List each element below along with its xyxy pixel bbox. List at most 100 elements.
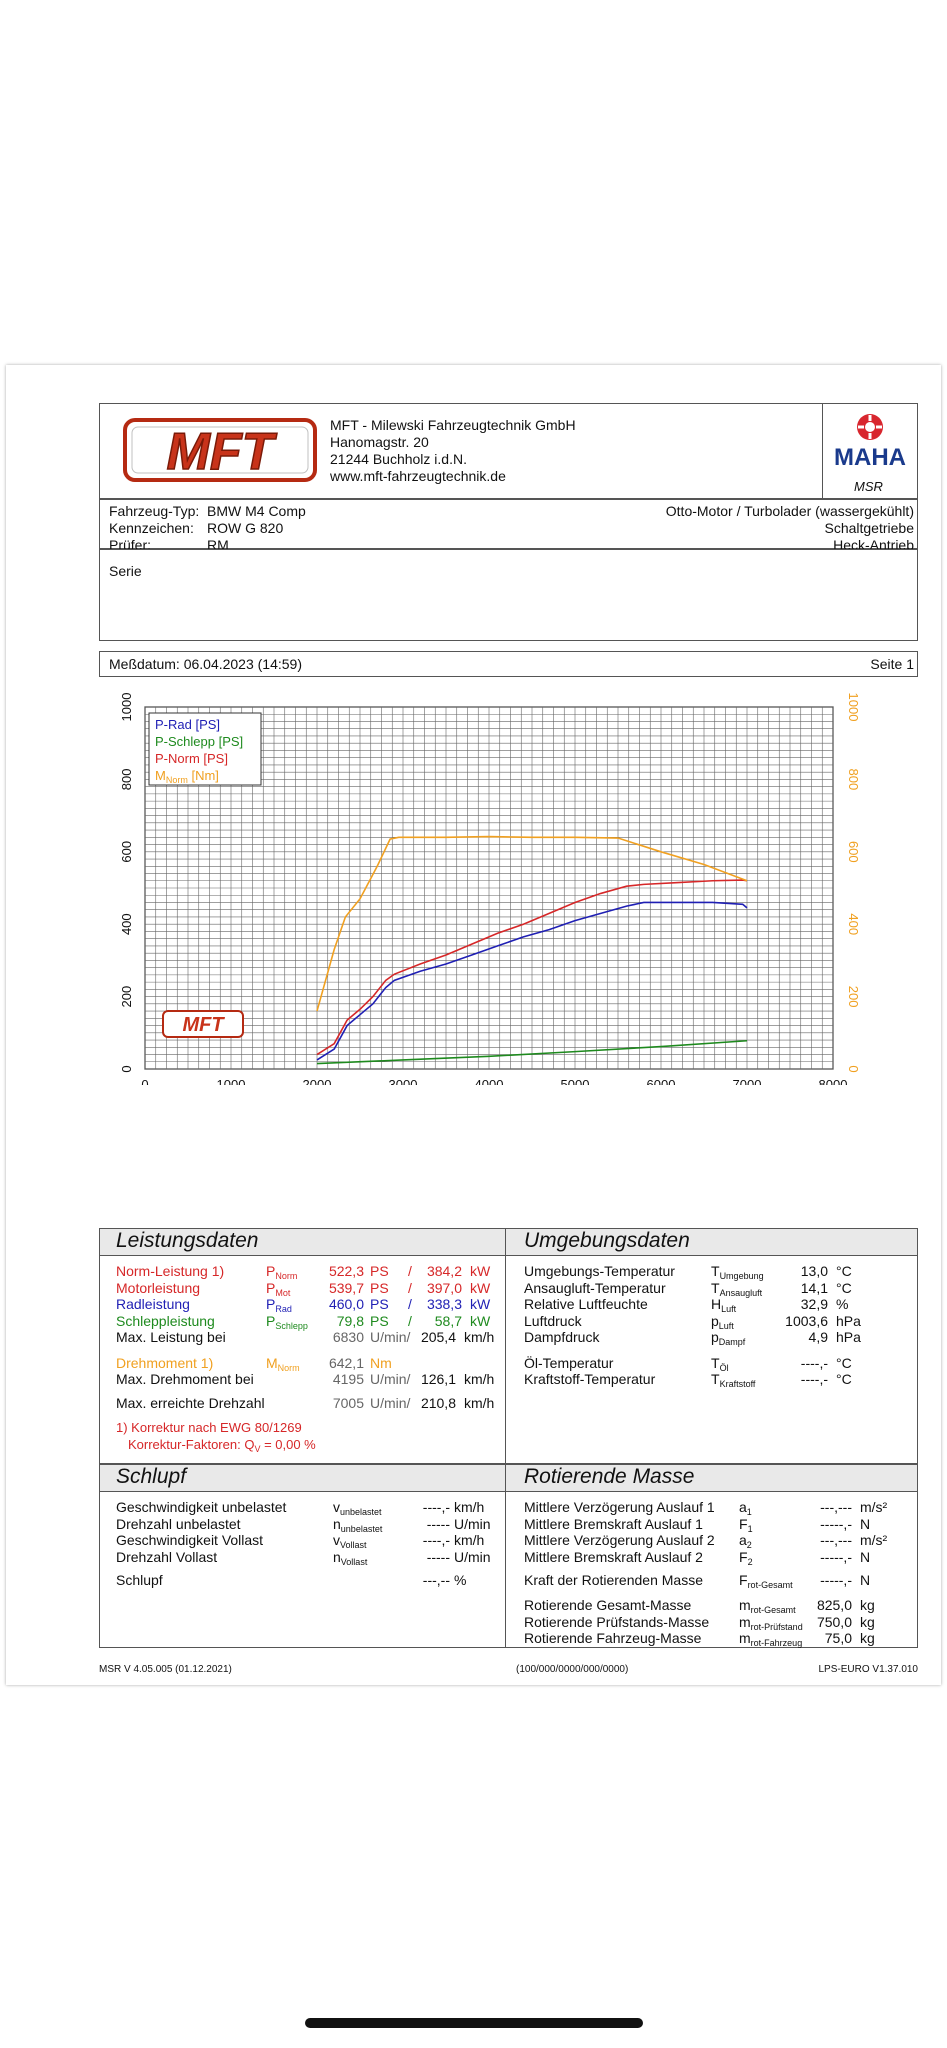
rot-row-unit: N xyxy=(860,1548,871,1565)
slip-row-symbol-sym: n xyxy=(333,1515,341,1532)
svg-text:MAHA: MAHA xyxy=(834,444,906,471)
meas-date-box xyxy=(99,651,918,677)
vehicle-type-label: Fahrzeug-Typ: xyxy=(109,503,200,519)
rot-row-value: 825,0 xyxy=(816,1597,852,1613)
plate: ROW G 820 xyxy=(207,520,284,536)
rot-row-symbol-sub: 2 xyxy=(746,1540,752,1550)
env-row-value: ----,- xyxy=(800,1371,828,1387)
rot-row-value: 75,0 xyxy=(824,1630,852,1646)
meas-date: Meßdatum: 06.04.2023 (14:59) xyxy=(109,656,303,672)
slip-row-symbol: nVollast xyxy=(333,1549,367,1570)
footer-left: MSR V 4.05.005 (01.12.2021) xyxy=(99,1664,232,1675)
env-row-symbol: TUmgebung xyxy=(711,1263,764,1284)
rot-row-symbol: mrot-Fahrzeug xyxy=(739,1630,802,1651)
slip-row-label: Drehzahl Vollast xyxy=(116,1548,218,1565)
rot-row-value: 750,0 xyxy=(816,1613,852,1630)
x-tick-label: 1000 xyxy=(217,1077,246,1085)
torque-value: 642,1 xyxy=(328,1355,364,1371)
env-row-value: 32,9 xyxy=(800,1296,828,1312)
x-tick-label: 7000 xyxy=(733,1077,762,1085)
max-rpm-value: 7005 xyxy=(332,1395,364,1411)
vehicle-type: BMW M4 Comp xyxy=(207,503,306,519)
y2-tick-label: 400 xyxy=(846,913,861,935)
rot-row-symbol: Frot-Gesamt xyxy=(739,1572,793,1593)
power-row-ps-unit: PS xyxy=(370,1263,389,1279)
slip-row-value: ----- xyxy=(426,1515,450,1532)
slip-row-unit: U/min xyxy=(454,1548,491,1565)
env-row-symbol: HLuft xyxy=(711,1296,736,1317)
svg-text:MFT: MFT xyxy=(167,423,278,481)
remarks-box xyxy=(99,549,918,641)
rot-row-label: Rotierende Fahrzeug-Masse xyxy=(524,1630,702,1646)
x-tick-label: 5000 xyxy=(561,1077,590,1085)
power-row-sep: / xyxy=(408,1279,412,1296)
leistung-title: Leistungsdaten xyxy=(116,1229,259,1252)
company-web: www.mft-fahrzeugtechnik.de xyxy=(330,468,506,484)
rot-row-symbol: F2 xyxy=(739,1549,753,1570)
env-row-label: Dampfdruck xyxy=(524,1329,600,1345)
slip-row-symbol-sym: n xyxy=(333,1548,341,1565)
power-row-label: Motorleistung xyxy=(116,1279,201,1296)
rot-row-symbol-sym: F xyxy=(739,1548,748,1565)
env-row-label: Luftdruck xyxy=(524,1312,582,1329)
power-row-ps-unit: PS xyxy=(370,1312,389,1329)
rot-row-unit: kg xyxy=(860,1613,875,1630)
rot-row-value: ---,--- xyxy=(820,1499,852,1515)
env-row-unit: °C xyxy=(836,1279,852,1296)
power-row-symbol: PSchlepp xyxy=(266,1313,308,1334)
env-row-unit: °C xyxy=(836,1371,852,1387)
power-row-kw: 397,0 xyxy=(426,1279,462,1296)
env-row-label: Relative Luftfeuchte xyxy=(524,1296,648,1312)
env-row-value: 14,1 xyxy=(800,1279,828,1296)
series-line xyxy=(316,1039,748,1065)
max-power-label: Max. Leistung bei xyxy=(116,1329,226,1345)
slip-row-value: ----,- xyxy=(422,1499,450,1515)
env-row-symbol-sym: T xyxy=(711,1371,720,1387)
slip-row-unit: % xyxy=(454,1572,467,1588)
slip-row-unit: U/min xyxy=(454,1515,491,1532)
env-row-unit: °C xyxy=(836,1263,852,1279)
slip-row-symbol-sub: Vollast xyxy=(340,1556,368,1567)
slip-row-symbol-sub: unbelastet xyxy=(340,1523,383,1534)
slip-row-unit: km/h xyxy=(454,1499,485,1515)
y-tick-label: 600 xyxy=(119,841,134,863)
msr-label: MSR xyxy=(854,479,883,494)
remarks-text: Serie xyxy=(109,563,142,579)
rot-row-symbol-sym: m xyxy=(739,1630,751,1646)
max-power-speed: 205,4 xyxy=(420,1329,456,1345)
slip-row-symbol-sym: v xyxy=(333,1532,340,1548)
rot-row-unit: m/s² xyxy=(860,1499,888,1515)
env-row-symbol-sub: Luft xyxy=(718,1320,734,1331)
max-torque-rpm-unit: U/min/ xyxy=(370,1371,411,1387)
torque-sub: Norm xyxy=(277,1363,300,1373)
slip-row-symbol-sub: unbelastet xyxy=(340,1507,382,1517)
rot-row-symbol-sub: 2 xyxy=(747,1556,753,1567)
env-row-symbol-sym: T xyxy=(711,1355,720,1371)
legend-box xyxy=(148,712,262,786)
y-tick-label: 1000 xyxy=(119,693,134,722)
rot-row-symbol: a1 xyxy=(739,1499,752,1520)
correction-factors-label: Korrektur-Faktoren: Q xyxy=(128,1437,255,1452)
correction-factors-sub: V xyxy=(254,1444,261,1454)
slip-row-symbol: vunbelastet xyxy=(333,1499,382,1520)
maha-box xyxy=(822,403,918,499)
torque-label: Drehmoment 1) xyxy=(116,1355,214,1371)
power-row-ps: 539,7 xyxy=(328,1279,364,1296)
power-row-symbol-sub: Rad xyxy=(275,1304,292,1314)
env-row-symbol-sym: H xyxy=(711,1296,722,1312)
home-indicator[interactable] xyxy=(305,2018,643,2028)
slip-row-value: ----,- xyxy=(422,1532,450,1548)
power-row-sep: / xyxy=(408,1312,412,1329)
power-row-symbol: PNorm xyxy=(266,1263,297,1284)
env-row-label: Öl-Temperatur xyxy=(524,1355,614,1371)
data-box-divider xyxy=(505,1229,506,1463)
rot-row-unit: N xyxy=(860,1572,871,1588)
rot-row-unit: kg xyxy=(860,1630,875,1646)
slip-row-symbol-sub: Vollast xyxy=(340,1540,367,1550)
maha-logo: MAHA xyxy=(834,414,906,471)
power-row-ps: 460,0 xyxy=(328,1296,364,1312)
y-tick-label: 0 xyxy=(119,1065,134,1072)
gearbox: Schaltgetriebe xyxy=(824,520,914,536)
max-rpm-unit: U/min/ xyxy=(370,1395,411,1411)
footer-center: (100/000/0000/000/0000) xyxy=(516,1664,629,1675)
